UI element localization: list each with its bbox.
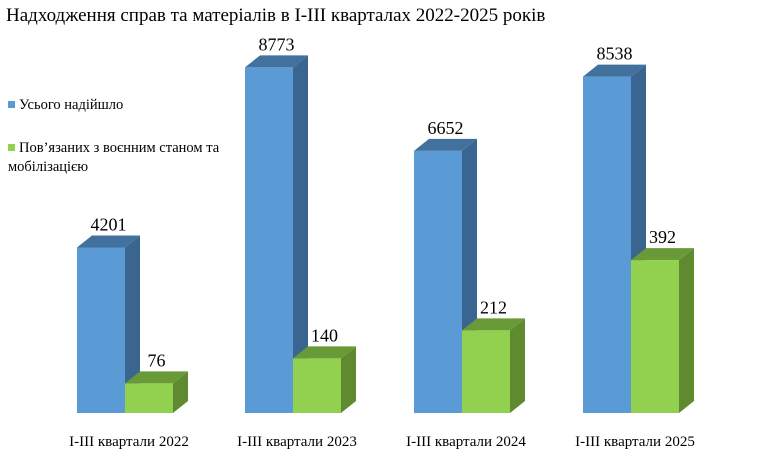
data-label: 6652 bbox=[428, 118, 464, 138]
data-label: 76 bbox=[148, 350, 166, 370]
legend-item-war: Пов’язаних з воєнним станом та мобілізац… bbox=[8, 139, 248, 177]
bar-side bbox=[173, 371, 188, 413]
chart-title: Надходження справ та матеріалів в І-ІІІ … bbox=[6, 5, 546, 26]
bar-war-2 bbox=[462, 330, 510, 413]
bar-war-1 bbox=[293, 358, 341, 413]
data-label: 140 bbox=[311, 325, 338, 345]
category-label: І-ІІІ квартали 2025 bbox=[575, 434, 695, 450]
bar-top bbox=[245, 55, 308, 68]
data-label: 392 bbox=[649, 227, 676, 247]
bar-total-3 bbox=[583, 76, 631, 414]
bar-total-1 bbox=[245, 67, 293, 413]
category-label: І-ІІІ квартали 2022 bbox=[69, 434, 189, 450]
bar-war-0 bbox=[125, 383, 173, 413]
legend-swatch-green bbox=[8, 144, 15, 151]
legend-label: Усього надійшло bbox=[19, 97, 124, 113]
bar-top bbox=[631, 248, 694, 261]
category-label: І-ІІІ квартали 2024 bbox=[406, 434, 526, 450]
legend-item-total: Усього надійшло bbox=[8, 96, 248, 115]
legend-label: Пов’язаних з воєнним станом та мобілізац… bbox=[8, 140, 220, 175]
bar-top bbox=[125, 371, 188, 384]
bar-top bbox=[583, 64, 646, 77]
bar-side bbox=[679, 248, 694, 413]
bar-top bbox=[77, 235, 140, 248]
bar-total-2 bbox=[414, 150, 462, 413]
bar-top bbox=[462, 318, 525, 331]
bar-side bbox=[293, 55, 308, 413]
bar-war-3 bbox=[631, 260, 679, 413]
bar-side bbox=[341, 346, 356, 413]
category-label: І-ІІІ квартали 2023 bbox=[237, 434, 357, 450]
bar-total-0 bbox=[77, 247, 125, 413]
bar-side bbox=[125, 235, 140, 413]
data-label: 8773 bbox=[259, 34, 295, 54]
data-label: 4201 bbox=[91, 214, 127, 234]
bar-side bbox=[510, 318, 525, 413]
bar-top bbox=[293, 346, 356, 359]
data-label: 212 bbox=[480, 297, 507, 317]
data-label: 8538 bbox=[597, 44, 633, 64]
bar-top bbox=[414, 138, 477, 151]
legend-swatch-blue bbox=[8, 101, 15, 108]
